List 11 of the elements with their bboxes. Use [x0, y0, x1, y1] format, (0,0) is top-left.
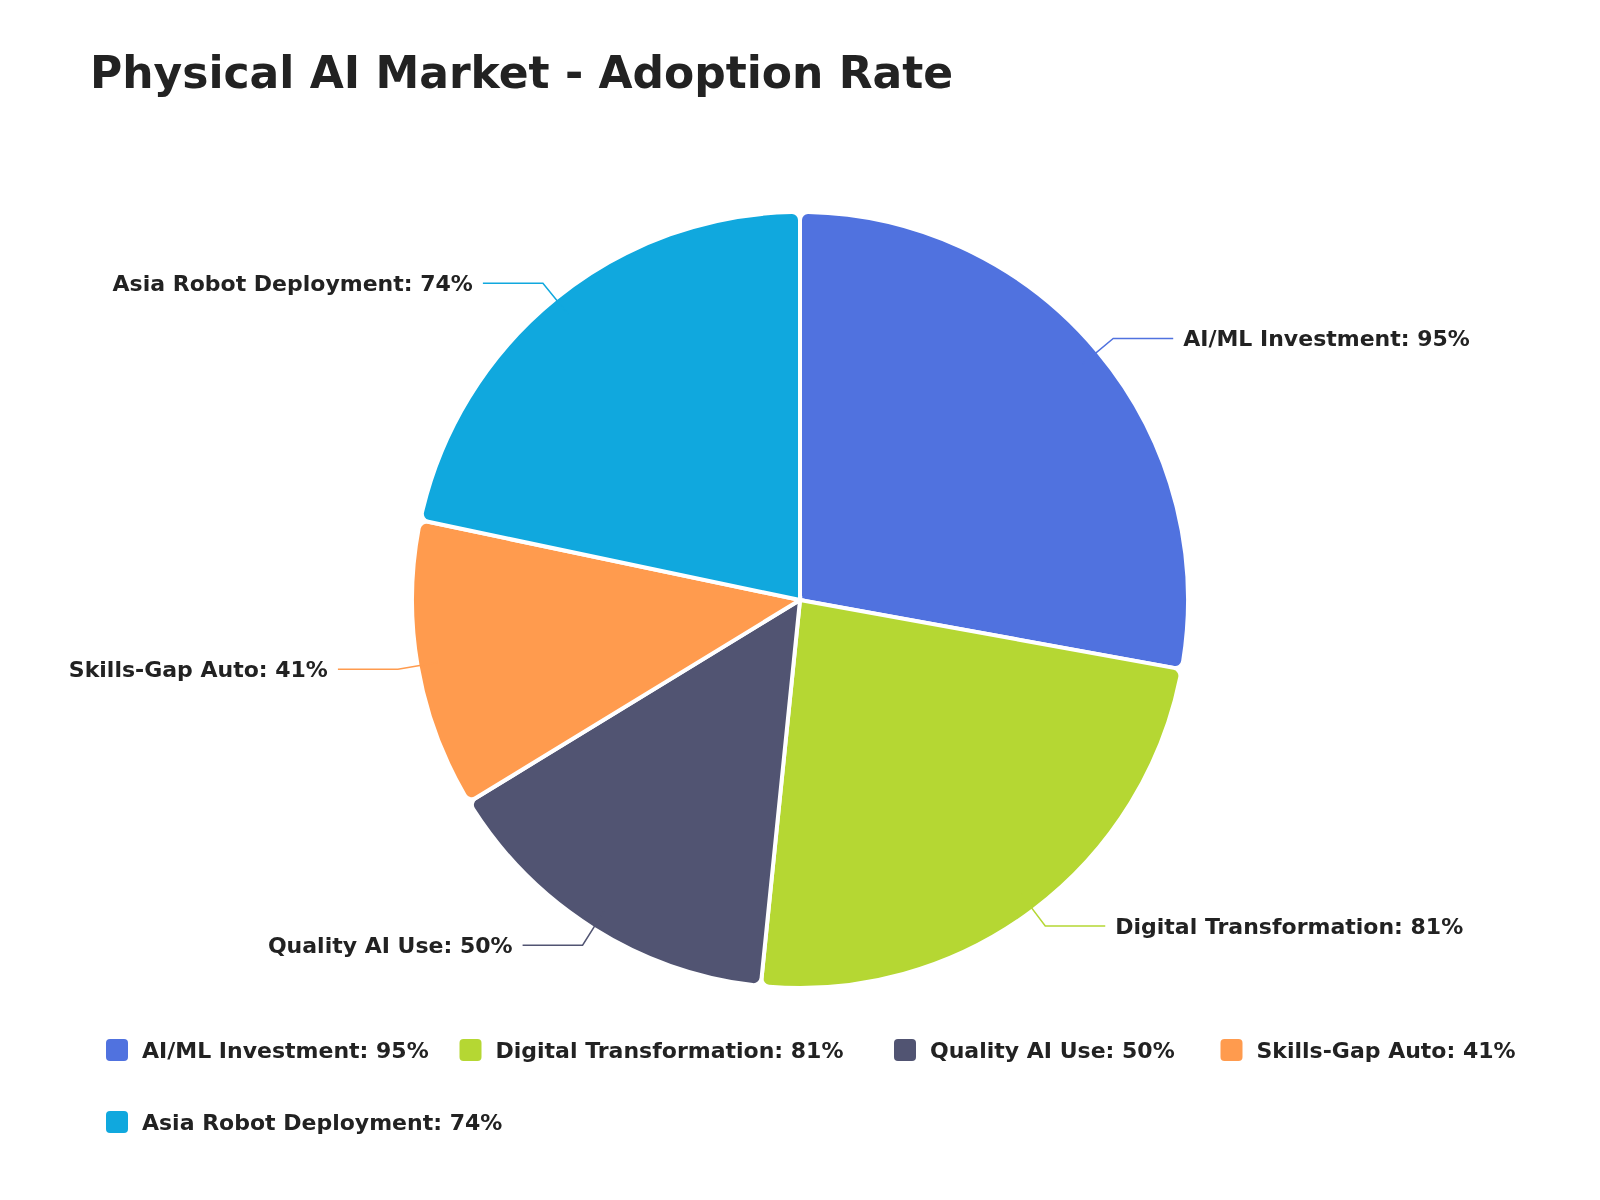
legend-label: Quality AI Use: 50% — [930, 1037, 1175, 1063]
slice-label: Asia Robot Deployment: 74% — [112, 270, 473, 296]
slice-label: Quality AI Use: 50% — [267, 932, 513, 958]
legend-label: AI/ML Investment: 95% — [142, 1037, 429, 1063]
slice-label: Skills-Gap Auto: 41% — [68, 656, 328, 682]
slice-label: AI/ML Investment: 95% — [1183, 326, 1470, 352]
slice-label: Digital Transformation: 81% — [1115, 913, 1464, 939]
legend-label: Asia Robot Deployment: 74% — [142, 1109, 503, 1135]
legend-label: Digital Transformation: 81% — [495, 1037, 844, 1063]
chart-title: Physical AI Market - Adoption Rate — [90, 47, 954, 98]
legend-label: Skills-Gap Auto: 41% — [1256, 1037, 1516, 1063]
